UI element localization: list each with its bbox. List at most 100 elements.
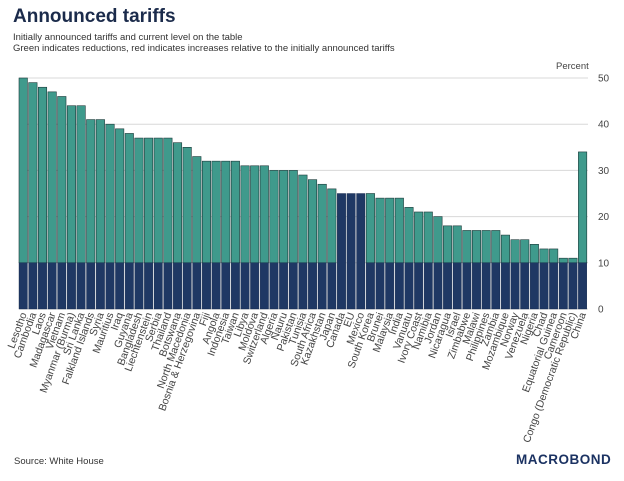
- x-tick-label: EU: [341, 311, 357, 329]
- bar-current: [28, 262, 38, 310]
- bar-change: [211, 160, 221, 264]
- bar-current: [279, 262, 289, 310]
- bar-current: [115, 262, 125, 310]
- bar-change: [124, 133, 134, 264]
- bar-change: [539, 248, 549, 264]
- bar-current: [67, 262, 76, 310]
- bar-change: [404, 207, 414, 264]
- bar-current: [38, 262, 47, 310]
- bar-current: [558, 262, 568, 310]
- bar-current: [578, 262, 588, 310]
- chart-note: Green indicates reductions, red indicate…: [13, 43, 395, 54]
- bar-current: [57, 262, 67, 310]
- chart-title: Announced tariffs: [13, 6, 176, 27]
- bar-change: [259, 165, 269, 264]
- bar-change: [76, 105, 86, 264]
- chart-subtitle: Initially announced tariffs and current …: [13, 32, 243, 43]
- bar-current: [269, 262, 279, 310]
- x-tick-label: Iraq: [109, 311, 127, 332]
- bar-current: [568, 262, 578, 310]
- bar-change: [115, 128, 125, 264]
- bar-change: [153, 137, 163, 264]
- bar-change: [433, 216, 443, 264]
- bar-change: [365, 193, 375, 264]
- bar-current: [385, 262, 395, 310]
- bar-change: [568, 257, 578, 264]
- bar-current: [433, 262, 443, 310]
- bar-current: [288, 262, 298, 310]
- bar-current: [211, 262, 221, 310]
- bar-change: [298, 174, 308, 264]
- bar-change: [134, 137, 144, 264]
- bar-change: [423, 211, 433, 264]
- bar-change: [510, 239, 520, 264]
- bar-change: [414, 211, 424, 264]
- bar-change: [250, 165, 260, 264]
- bar-change: [192, 156, 202, 264]
- bar-current: [163, 262, 173, 310]
- source-note: Source: White House: [14, 456, 104, 467]
- bar-current: [95, 262, 105, 310]
- bar-change: [221, 160, 231, 264]
- bar-change: [327, 188, 337, 264]
- bar-current: [18, 262, 28, 310]
- bar-current: [298, 262, 308, 310]
- bar-current: [491, 262, 501, 310]
- bar-change: [86, 119, 96, 264]
- bar-current: [337, 193, 346, 310]
- bar-change: [385, 197, 395, 264]
- bar-change: [144, 137, 154, 264]
- bar-current: [134, 262, 144, 310]
- bar-change: [578, 151, 588, 264]
- bar-change: [452, 225, 462, 264]
- bar-current: [153, 262, 163, 310]
- bar-current: [549, 262, 559, 310]
- bar-change: [28, 82, 38, 264]
- bar-current: [356, 193, 366, 310]
- y-tick-label: 20: [598, 212, 610, 223]
- brand-logo: MACROBOND: [516, 452, 612, 467]
- bar-current: [182, 262, 192, 310]
- bar-current: [394, 262, 404, 310]
- bar-change: [549, 248, 559, 264]
- bar-change: [443, 225, 453, 264]
- bar-current: [144, 262, 154, 310]
- y-tick-label: 30: [598, 166, 610, 177]
- bar-change: [47, 91, 57, 264]
- bar-current: [443, 262, 452, 310]
- bar-change: [308, 179, 318, 264]
- bar-change: [18, 77, 28, 264]
- bar-current: [375, 262, 385, 310]
- bar-current: [529, 262, 539, 310]
- bar-change: [37, 86, 48, 264]
- bar-current: [124, 262, 134, 310]
- bar-current: [308, 262, 317, 310]
- bar-current: [192, 262, 202, 310]
- bar-change: [462, 230, 472, 264]
- y-tick-label: 40: [598, 120, 610, 131]
- bar-change: [471, 230, 482, 264]
- bar-current: [259, 262, 269, 310]
- bar-change: [163, 137, 173, 264]
- bar-current: [539, 262, 549, 310]
- bar-change: [182, 147, 192, 264]
- bar-change: [491, 230, 501, 264]
- y-tick-label: 50: [598, 74, 610, 85]
- bar-current: [520, 262, 530, 310]
- bar-current: [76, 262, 86, 310]
- bar-current: [240, 262, 250, 310]
- bar-current: [462, 262, 472, 310]
- bar-change: [173, 142, 183, 264]
- bar-current: [365, 262, 375, 310]
- bar-current: [404, 262, 414, 310]
- bar-current: [47, 262, 57, 310]
- bar-change: [529, 244, 539, 264]
- bar-change: [57, 96, 67, 264]
- bar-current: [202, 262, 211, 310]
- bar-change: [520, 239, 530, 264]
- bar-change: [95, 119, 105, 264]
- bar-current: [86, 262, 96, 310]
- bar-change: [558, 257, 568, 264]
- bar-change: [279, 170, 289, 264]
